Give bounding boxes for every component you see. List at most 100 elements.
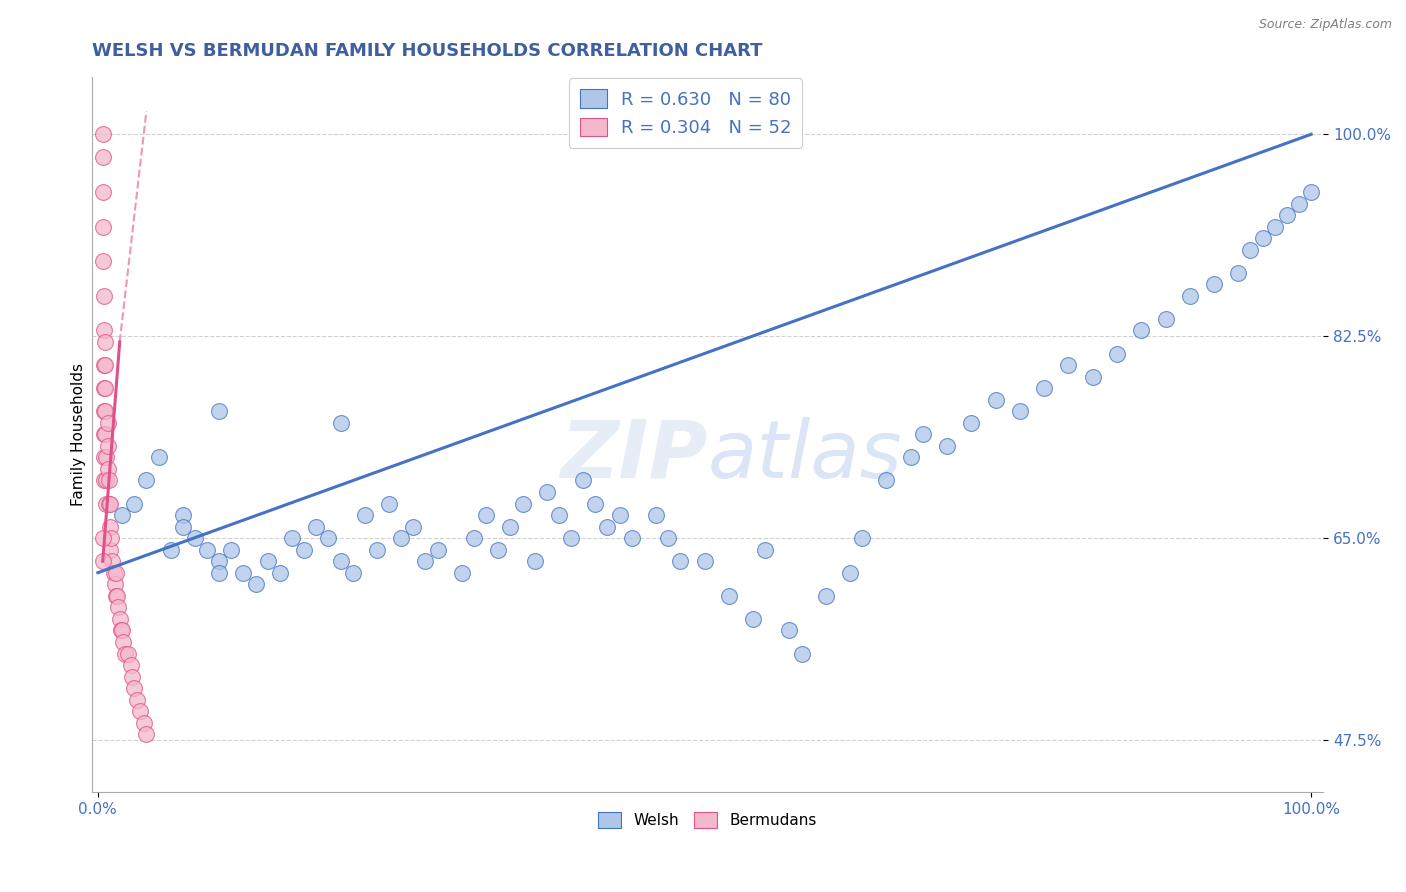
Point [936, 439, 959, 453]
Point [105, 566, 128, 580]
Point [93, 323, 115, 337]
Point [1154, 312, 1177, 326]
Text: atlas: atlas [707, 417, 903, 495]
Point [91, 219, 114, 234]
Point [122, 681, 145, 695]
Point [91, 531, 114, 545]
Point [111, 508, 134, 522]
Text: ZIP: ZIP [560, 417, 707, 495]
Point [1275, 208, 1298, 222]
Point [450, 566, 472, 580]
Point [463, 531, 485, 545]
Point [184, 531, 207, 545]
Point [125, 692, 148, 706]
Text: Source: ZipAtlas.com: Source: ZipAtlas.com [1258, 18, 1392, 31]
Point [984, 392, 1007, 407]
Point [1301, 185, 1323, 199]
Point [1227, 266, 1250, 280]
Point [120, 658, 142, 673]
Point [96, 496, 118, 510]
Point [645, 508, 668, 522]
Point [851, 531, 873, 545]
Point [96, 474, 118, 488]
Point [94, 358, 117, 372]
Point [318, 531, 340, 545]
Point [657, 531, 679, 545]
Point [108, 612, 131, 626]
Point [281, 531, 304, 545]
Point [415, 554, 437, 568]
Point [269, 566, 291, 580]
Point [208, 566, 231, 580]
Point [105, 589, 128, 603]
Point [256, 554, 278, 568]
Point [1105, 346, 1128, 360]
Point [105, 589, 128, 603]
Point [93, 358, 115, 372]
Point [129, 704, 152, 718]
Point [91, 150, 114, 164]
Point [512, 496, 534, 510]
Point [717, 589, 740, 603]
Point [195, 542, 218, 557]
Point [101, 554, 124, 568]
Point [790, 647, 813, 661]
Point [499, 519, 522, 533]
Point [366, 542, 388, 557]
Point [97, 462, 120, 476]
Point [305, 519, 328, 533]
Point [91, 554, 114, 568]
Point [292, 542, 315, 557]
Point [93, 450, 115, 465]
Point [523, 554, 546, 568]
Point [329, 554, 352, 568]
Point [583, 496, 606, 510]
Point [97, 474, 120, 488]
Point [110, 624, 132, 638]
Point [778, 624, 800, 638]
Point [98, 542, 121, 557]
Point [486, 542, 509, 557]
Point [122, 496, 145, 510]
Point [97, 496, 120, 510]
Point [97, 439, 120, 453]
Point [94, 381, 117, 395]
Legend: Welsh, Bermudans: Welsh, Bermudans [592, 806, 823, 834]
Point [96, 450, 118, 465]
Point [1057, 358, 1080, 372]
Point [754, 542, 776, 557]
Point [148, 450, 170, 465]
Point [94, 404, 117, 418]
Point [560, 531, 582, 545]
Point [353, 508, 375, 522]
Point [596, 519, 619, 533]
Point [1264, 219, 1286, 234]
Point [159, 542, 181, 557]
Y-axis label: Family Households: Family Households [72, 363, 86, 506]
Point [1130, 323, 1153, 337]
Point [960, 416, 983, 430]
Point [911, 427, 934, 442]
Point [1239, 243, 1261, 257]
Point [1251, 231, 1274, 245]
Point [389, 531, 412, 545]
Point [814, 589, 837, 603]
Point [900, 450, 922, 465]
Point [1178, 289, 1201, 303]
Point [111, 624, 134, 638]
Point [121, 669, 143, 683]
Point [620, 531, 643, 545]
Point [221, 542, 243, 557]
Point [93, 474, 115, 488]
Point [1288, 196, 1310, 211]
Point [98, 519, 121, 533]
Point [742, 612, 765, 626]
Point [93, 289, 115, 303]
Point [98, 496, 121, 510]
Point [572, 474, 595, 488]
Point [208, 404, 231, 418]
Point [135, 474, 157, 488]
Point [548, 508, 571, 522]
Point [100, 531, 122, 545]
Point [378, 496, 401, 510]
